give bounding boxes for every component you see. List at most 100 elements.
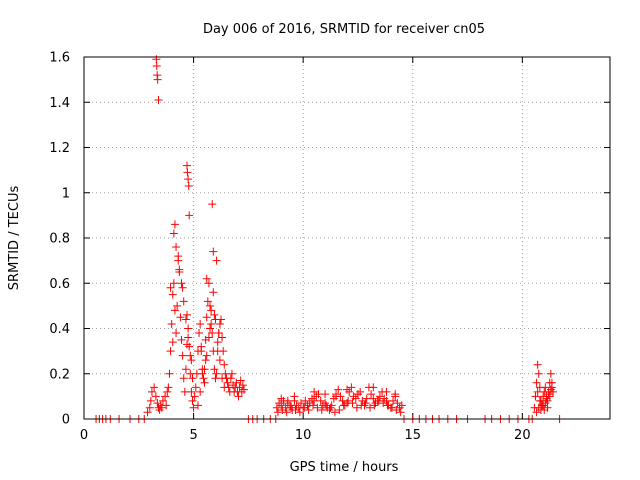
data-point (147, 387, 156, 396)
data-point (383, 401, 392, 410)
data-point (278, 405, 287, 414)
data-point (236, 376, 245, 385)
data-point (206, 324, 215, 333)
data-point (188, 374, 197, 383)
data-point (330, 408, 339, 417)
data-point (532, 408, 541, 417)
data-point (290, 392, 299, 401)
data-point (546, 385, 555, 394)
data-point (332, 392, 341, 401)
data-point (199, 374, 208, 383)
data-point (172, 243, 181, 252)
data-point (533, 387, 542, 396)
data-point (546, 369, 555, 378)
x-tick-label: 20 (514, 428, 531, 443)
data-point (361, 399, 370, 408)
data-point (161, 392, 170, 401)
data-point (198, 365, 207, 374)
data-point (214, 329, 223, 338)
x-tick-label: 15 (404, 428, 421, 443)
data-point (207, 319, 216, 328)
data-point (310, 387, 319, 396)
data-point (168, 338, 177, 347)
data-point (151, 392, 160, 401)
data-point (162, 401, 171, 410)
data-point (184, 175, 193, 184)
data-point (379, 399, 388, 408)
data-point (391, 390, 400, 399)
data-point (164, 383, 173, 392)
y-tick-label: 0.8 (49, 232, 70, 247)
data-point (273, 408, 282, 417)
data-point (533, 360, 542, 369)
data-point (181, 315, 190, 324)
data-point (369, 383, 378, 392)
data-point (296, 399, 305, 408)
data-point (215, 356, 224, 365)
data-point (531, 392, 540, 401)
y-tick-label: 1 (62, 186, 70, 201)
data-point (200, 378, 209, 387)
data-point (166, 347, 175, 356)
data-point (201, 356, 210, 365)
data-point (202, 351, 211, 360)
data-point (313, 403, 322, 412)
data-point (392, 405, 401, 414)
data-point (211, 315, 220, 324)
data-point (184, 324, 193, 333)
data-point (153, 75, 162, 84)
data-point (202, 274, 211, 283)
data-point (309, 401, 318, 410)
data-point (157, 403, 166, 412)
data-point (396, 408, 405, 417)
data-point (540, 405, 549, 414)
data-point (209, 247, 218, 256)
data-point (532, 378, 541, 387)
data-point (169, 229, 178, 238)
data-point (227, 369, 236, 378)
data-point (300, 403, 309, 412)
y-axis-label: SRMTID / TECUs (7, 186, 22, 291)
data-point (382, 387, 391, 396)
data-point (393, 399, 402, 408)
data-point (277, 394, 286, 403)
axis-ticks: 0 0.2 0.4 0.6 0.8 1 1.2 1.4 1.6 0 5 10 15 20 (49, 51, 610, 443)
data-point (343, 385, 351, 394)
data-point (165, 369, 174, 378)
data-point (184, 333, 193, 342)
data-point (208, 200, 217, 209)
plot-border (83, 56, 611, 420)
data-point (301, 396, 310, 405)
data-point (189, 403, 198, 412)
data-point (167, 319, 176, 328)
data-point (339, 401, 348, 410)
y-tick-label: 1.4 (49, 96, 70, 111)
data-point (366, 403, 375, 412)
data-point (185, 211, 194, 220)
data-point (321, 390, 330, 399)
data-point (173, 301, 182, 310)
data-point (143, 408, 152, 417)
x-axis-label: GPS time / hours (290, 460, 399, 475)
data-point (212, 256, 221, 265)
data-point (152, 62, 161, 71)
data-point (369, 394, 378, 403)
data-point (353, 390, 362, 399)
data-point (544, 390, 553, 399)
data-point (351, 394, 360, 403)
data-point (234, 392, 243, 401)
data-point (387, 403, 396, 412)
data-point (204, 279, 213, 288)
data-point (335, 405, 344, 414)
data-point (154, 95, 163, 104)
data-point (538, 401, 547, 410)
data-points (92, 55, 564, 423)
grid-lines (84, 57, 610, 419)
data-point (212, 369, 221, 378)
data-point (188, 396, 197, 405)
data-point (277, 401, 286, 410)
x-tick-label: 0 (80, 428, 88, 443)
chart-title: Day 006 of 2016, SRMTID for receiver cn0… (203, 22, 485, 37)
data-point (183, 310, 192, 319)
data-point (239, 385, 248, 394)
